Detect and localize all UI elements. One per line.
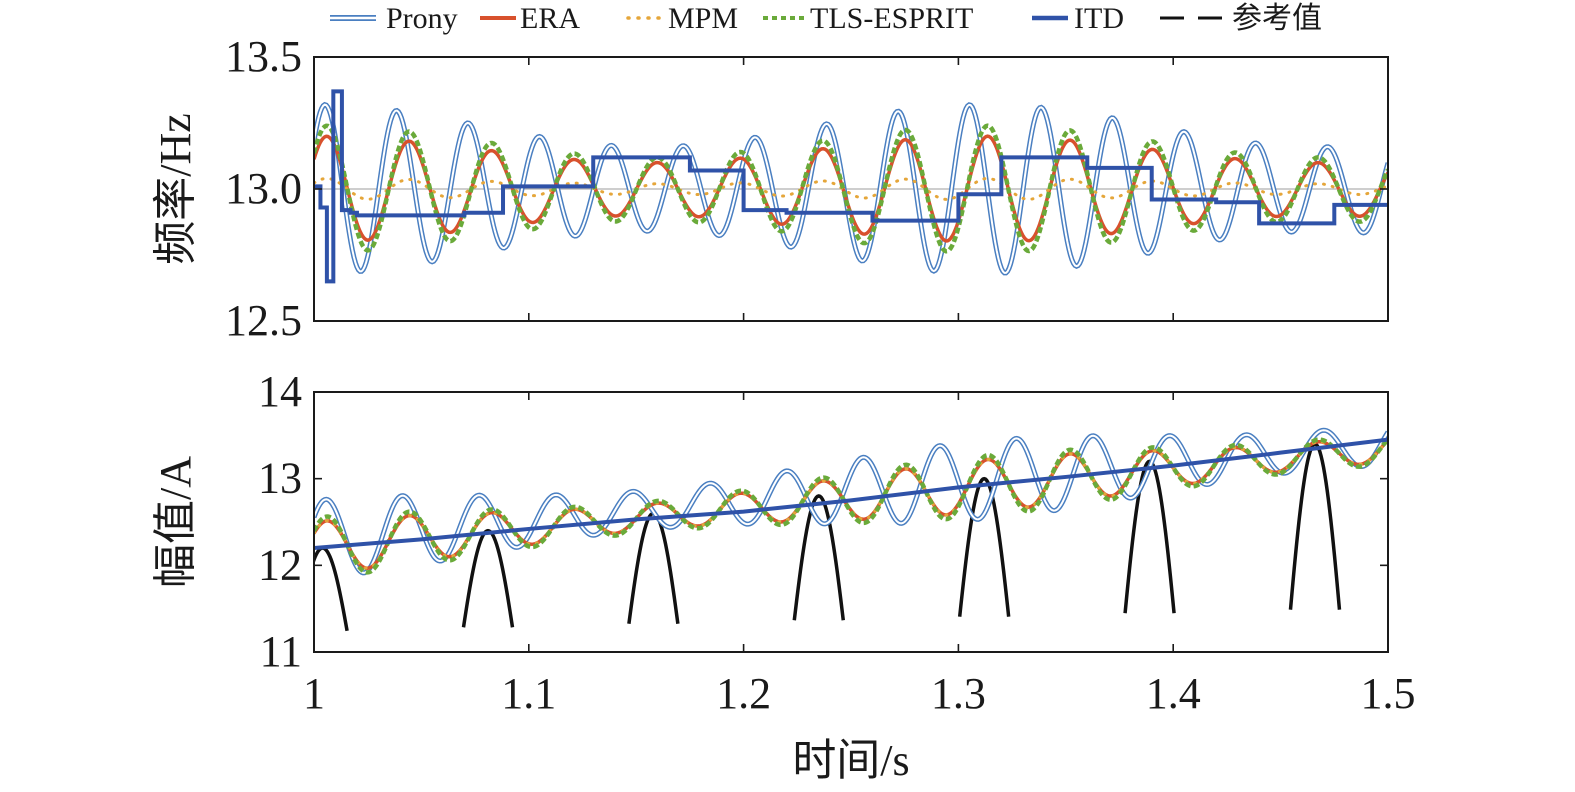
legend-label-reference: 参考值 (1232, 2, 1322, 35)
y-axis-label: 频率/Hz (151, 113, 200, 265)
x-tick-label: 1.1 (501, 669, 556, 718)
reference-peak (792, 494, 846, 621)
y-tick-label: 12 (258, 540, 302, 589)
y-tick-label: 13 (258, 454, 302, 503)
y-axis-label: 幅值/A (151, 456, 200, 588)
plot-frame (313, 391, 1389, 653)
legend: Prony ERA MPM TLS-ESPRIT ITD 参考值 (330, 2, 1322, 35)
x-tick-label: 1.5 (1361, 669, 1416, 718)
legend-item-prony: Prony (330, 2, 458, 35)
x-tick-label: 1.4 (1146, 669, 1201, 718)
series-tls-esprit (314, 437, 1388, 575)
y-tick-label: 13.0 (225, 164, 302, 213)
reference-peak (627, 511, 680, 625)
legend-label-prony: Prony (386, 2, 458, 35)
amplitude-panel: 11 12 13 14 幅值/A (151, 367, 1389, 676)
y-tick-label: 14 (258, 367, 302, 416)
x-tick-label: 1.3 (931, 669, 986, 718)
y-tick-label: 13.5 (225, 32, 302, 81)
x-axis-label: 时间/s (792, 736, 909, 785)
legend-label-mpm: MPM (668, 2, 738, 35)
legend-item-tls-esprit: TLS-ESPRIT (763, 2, 973, 35)
series-itd (314, 437, 1388, 550)
legend-label-tls-esprit: TLS-ESPRIT (810, 2, 973, 35)
y-tick-label: 11 (260, 627, 302, 676)
legend-item-mpm: MPM (626, 2, 738, 35)
plot-area (314, 427, 1388, 632)
series-prony (314, 101, 1388, 276)
reference-peak (1123, 459, 1176, 614)
reference-peak (314, 546, 349, 632)
reference-peak (957, 476, 1011, 617)
x-tick-label: 1 (303, 669, 325, 718)
y-tick-label: 12.5 (225, 296, 302, 345)
plot-area (314, 89, 1388, 284)
legend-item-era: ERA (480, 2, 580, 35)
reference-peak (461, 528, 515, 628)
series-itd (314, 89, 1388, 284)
series-tls-esprit (314, 123, 1388, 254)
reference-peak (1288, 442, 1342, 610)
legend-label-era: ERA (520, 2, 580, 35)
legend-item-reference: 参考值 (1160, 2, 1322, 35)
legend-label-itd: ITD (1074, 2, 1124, 35)
frequency-panel: 12.5 13.0 13.5 频率/Hz (151, 32, 1389, 345)
legend-item-itd: ITD (1032, 2, 1124, 35)
series-mpm (314, 176, 1388, 201)
shared-x-axis: 1 1.1 1.2 1.3 1.4 1.5 (303, 669, 1416, 718)
x-tick-label: 1.2 (716, 669, 771, 718)
